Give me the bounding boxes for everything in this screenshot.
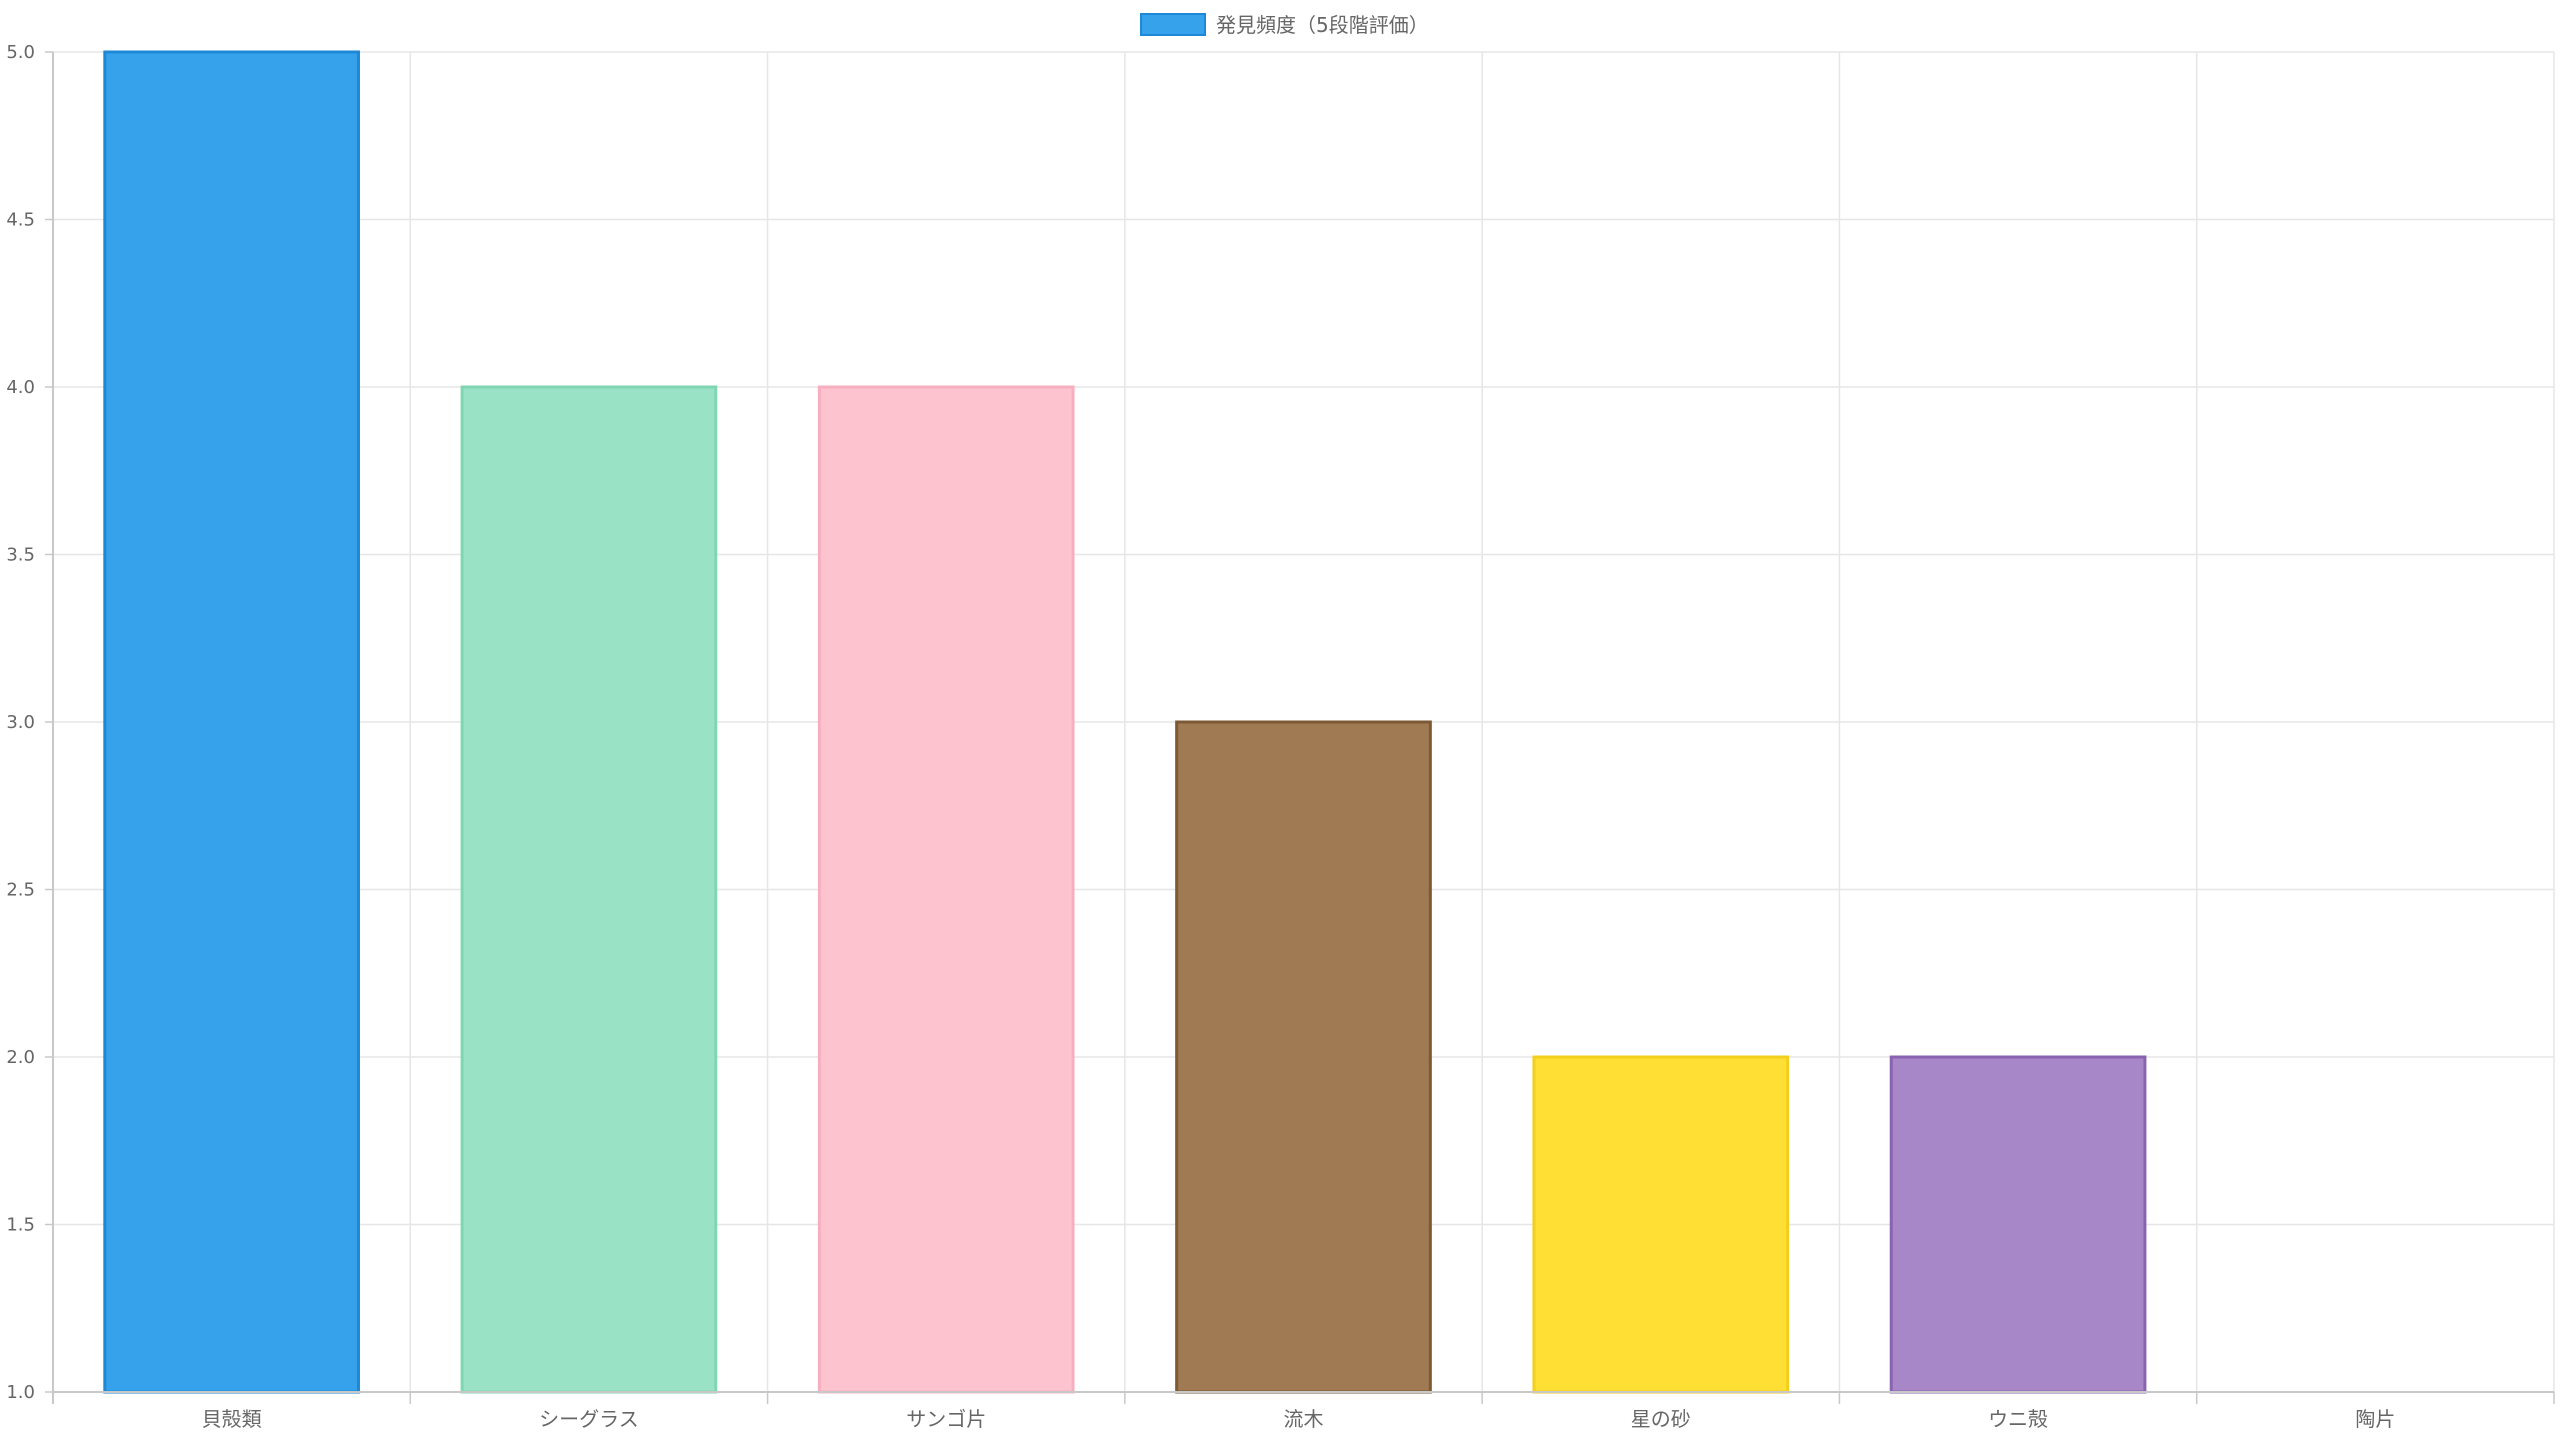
y-tick-label: 2.5 xyxy=(6,880,35,901)
y-tick-label: 3.0 xyxy=(6,712,35,733)
bar-5[interactable] xyxy=(1532,1055,1790,1394)
x-tick-label: 星の砂 xyxy=(1631,1407,1691,1431)
x-tick-label: シーグラス xyxy=(539,1407,639,1431)
axes: 1.0 1.5 2.0 2.5 3.0 3.5 4.0 4.5 5.0 貝殻類 シーグラス サンゴ片 流… xyxy=(6,42,2555,1431)
x-tick-label: ウニ殻 xyxy=(1988,1407,2048,1431)
y-tick-label: 5.0 xyxy=(6,42,35,63)
bar-1[interactable] xyxy=(103,50,360,1394)
y-tick-label: 4.0 xyxy=(6,377,35,398)
legend-label[interactable]: 発見頻度（5段階評価） xyxy=(1216,13,1429,37)
y-tick-label: 1.5 xyxy=(6,1215,35,1236)
x-tick-label: 貝殻類 xyxy=(202,1407,262,1431)
bar-3[interactable] xyxy=(817,385,1075,1394)
x-tick-label: 陶片 xyxy=(2355,1407,2395,1431)
y-tick-label: 3.5 xyxy=(6,545,35,566)
y-tick-label: 4.5 xyxy=(6,210,35,231)
y-tick-label: 2.0 xyxy=(6,1047,35,1068)
legend[interactable]: 発見頻度（5段階評価） xyxy=(1140,13,1429,37)
x-tick-label: サンゴ片 xyxy=(906,1407,986,1431)
y-tick-label: 1.0 xyxy=(6,1382,35,1403)
bar-2[interactable] xyxy=(460,385,718,1394)
legend-swatch[interactable] xyxy=(1140,13,1206,36)
bar-6[interactable] xyxy=(1889,1055,2147,1394)
x-tick-label: 流木 xyxy=(1284,1407,1324,1431)
bar-4[interactable] xyxy=(1175,720,1432,1394)
bars xyxy=(103,50,2147,1394)
